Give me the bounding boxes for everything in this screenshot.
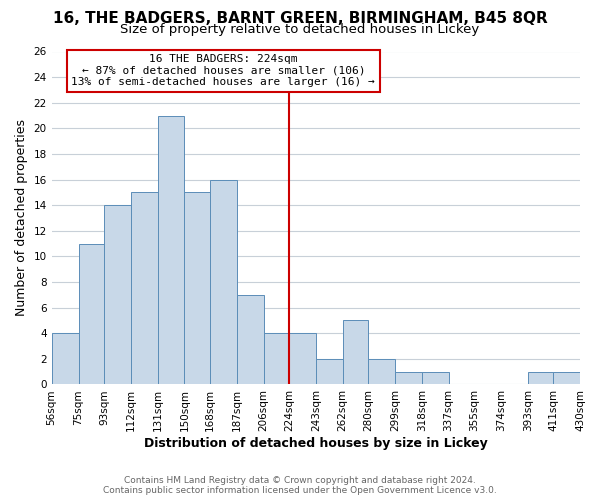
Bar	[263, 333, 289, 384]
Bar	[237, 295, 263, 384]
Bar	[395, 372, 422, 384]
Bar	[553, 372, 580, 384]
Bar	[79, 244, 104, 384]
Bar	[422, 372, 449, 384]
Bar	[316, 359, 343, 384]
Text: Size of property relative to detached houses in Lickey: Size of property relative to detached ho…	[121, 24, 479, 36]
Bar	[528, 372, 553, 384]
Bar	[158, 116, 184, 384]
Y-axis label: Number of detached properties: Number of detached properties	[15, 120, 28, 316]
X-axis label: Distribution of detached houses by size in Lickey: Distribution of detached houses by size …	[144, 437, 488, 450]
Bar	[52, 333, 79, 384]
Text: 16 THE BADGERS: 224sqm
← 87% of detached houses are smaller (106)
13% of semi-de: 16 THE BADGERS: 224sqm ← 87% of detached…	[71, 54, 375, 88]
Bar	[289, 333, 316, 384]
Bar	[131, 192, 158, 384]
Bar	[184, 192, 210, 384]
Bar	[343, 320, 368, 384]
Bar	[210, 180, 237, 384]
Text: Contains HM Land Registry data © Crown copyright and database right 2024.
Contai: Contains HM Land Registry data © Crown c…	[103, 476, 497, 495]
Text: 16, THE BADGERS, BARNT GREEN, BIRMINGHAM, B45 8QR: 16, THE BADGERS, BARNT GREEN, BIRMINGHAM…	[53, 11, 547, 26]
Bar	[368, 359, 395, 384]
Bar	[104, 205, 131, 384]
